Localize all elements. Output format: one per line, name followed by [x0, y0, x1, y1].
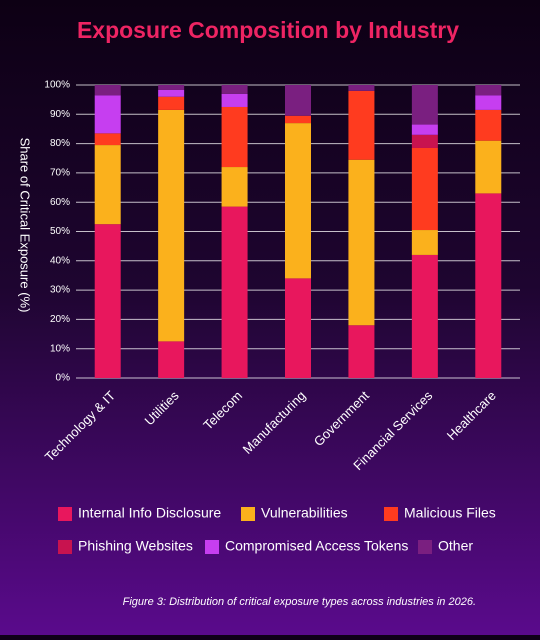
- bar-segment: [348, 90, 375, 160]
- chart-title: Exposure Composition by Industry: [77, 17, 459, 43]
- legend-label: Malicious Files: [404, 505, 496, 521]
- bar-segment: [411, 254, 438, 378]
- bar-segment: [285, 123, 311, 279]
- legend-label: Internal Info Disclosure: [78, 505, 221, 521]
- bar-segment: [221, 93, 248, 107]
- legend-swatch: [418, 540, 432, 554]
- legend-swatch: [384, 507, 398, 521]
- y-tick-label: 30%: [50, 285, 70, 296]
- bar-segment: [411, 134, 438, 148]
- bar-segment: [348, 159, 375, 326]
- bar-segment: [411, 85, 438, 125]
- bar-segment: [348, 85, 375, 91]
- y-tick-label: 10%: [50, 343, 70, 354]
- y-tick-label: 80%: [50, 138, 70, 149]
- bar-segment: [475, 109, 502, 141]
- bar-segment: [158, 96, 185, 110]
- legend-swatch: [241, 507, 255, 521]
- bar-segment: [348, 325, 375, 378]
- y-tick-label: 60%: [50, 197, 70, 208]
- bar-segment: [411, 124, 438, 135]
- legend-swatch: [58, 540, 72, 554]
- caption: Figure 3: Distribution of critical expos…: [123, 596, 476, 608]
- bar-segment: [411, 147, 438, 231]
- bar-segment: [94, 224, 121, 378]
- y-axis-label: Share of Critical Exposure (%): [18, 138, 33, 313]
- legend-label: Other: [438, 538, 473, 554]
- legend-label: Vulnerabilities: [261, 505, 348, 521]
- y-tick-label: 70%: [50, 168, 70, 179]
- y-tick-label: 90%: [50, 109, 70, 120]
- bar-segment: [94, 133, 121, 146]
- legend-swatch: [205, 540, 219, 554]
- bar-segment: [158, 89, 185, 97]
- y-tick-label: 0%: [56, 373, 71, 384]
- bar-segment: [221, 206, 248, 378]
- y-tick-label: 50%: [50, 226, 70, 237]
- bar-segment: [158, 341, 185, 378]
- bar-segment: [285, 85, 311, 116]
- bar-segment: [221, 85, 248, 94]
- bar-segment: [475, 95, 502, 110]
- bar-segment: [94, 145, 121, 225]
- bar-segment: [158, 85, 185, 90]
- bar-segment: [411, 230, 438, 255]
- bar-segment: [221, 106, 248, 168]
- bar-segment: [94, 85, 121, 96]
- y-tick-label: 20%: [50, 314, 70, 325]
- y-tick-label: 40%: [50, 255, 70, 266]
- bar-segment: [475, 140, 502, 194]
- legend-swatch: [58, 507, 72, 521]
- bar-segment: [221, 167, 248, 207]
- bar-segment: [158, 109, 185, 342]
- bar-segment: [285, 115, 311, 124]
- bar-segment: [285, 278, 311, 378]
- legend-label: Phishing Websites: [78, 538, 193, 554]
- bar-segment: [94, 95, 121, 134]
- y-tick-label: 100%: [44, 80, 70, 91]
- bar-segment: [475, 193, 502, 378]
- bar-segment: [475, 85, 502, 96]
- legend-label: Compromised Access Tokens: [225, 538, 408, 554]
